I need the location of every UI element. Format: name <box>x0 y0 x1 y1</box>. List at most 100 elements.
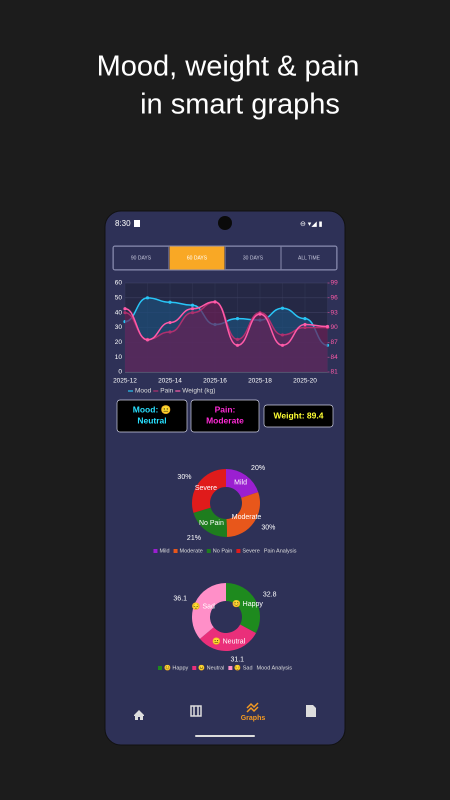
nav-graphs-icon[interactable] <box>246 702 259 713</box>
series-point <box>325 324 330 329</box>
y-tick-label: 40 <box>115 309 123 316</box>
pie-legend-label: 😔 Sad <box>234 664 252 671</box>
camera <box>218 216 232 230</box>
y-tick-label: 0 <box>118 369 122 376</box>
series-point <box>168 320 172 325</box>
x-tick-label: 2025-12 <box>113 378 137 385</box>
slice-label: 😐 Neutral <box>212 637 246 646</box>
pie-legend-swatch <box>228 666 233 670</box>
slice-label: Severe <box>195 485 217 492</box>
tab-label[interactable]: ALL TIME <box>298 255 321 261</box>
series-point <box>190 307 195 311</box>
nav-graphs-label[interactable]: Graphs <box>241 715 266 722</box>
slice-value: 31.1 <box>230 657 244 664</box>
x-tick-label: 2025-16 <box>203 378 227 385</box>
slice-value: 30% <box>261 524 275 531</box>
pie-legend-swatch <box>153 549 158 553</box>
pie-legend-title: Pain Analysis <box>264 548 297 554</box>
series-point <box>280 333 285 337</box>
slice-label: Mild <box>234 480 247 487</box>
stat-box <box>190 399 260 433</box>
y2-tick-label: 90 <box>331 324 339 331</box>
series-point <box>168 300 172 304</box>
series-point <box>258 312 262 316</box>
pie-legend-swatch <box>157 666 162 670</box>
series-point <box>235 337 240 341</box>
slice-label: 😊 Happy <box>232 599 263 608</box>
headline: in smart graphs <box>140 89 340 121</box>
legend-label: Mood <box>135 388 152 395</box>
series-point <box>123 311 127 315</box>
tab-label[interactable]: 30 DAYS <box>243 255 264 261</box>
series-point <box>168 330 172 334</box>
series-point <box>213 300 217 304</box>
nav-file[interactable] <box>306 705 316 717</box>
status-time: 8:30 <box>115 219 131 228</box>
pie-slice <box>191 469 226 513</box>
slice-value: 32.8 <box>263 592 277 599</box>
pie-legend-label: Mild <box>159 548 169 554</box>
series-line <box>124 301 328 347</box>
x-tick-label: 2025-18 <box>248 378 272 385</box>
series-point <box>303 317 307 321</box>
pie-legend-swatch <box>192 666 197 670</box>
series-point <box>280 306 285 310</box>
y2-tick-label: 81 <box>331 369 339 376</box>
nav-map[interactable] <box>190 705 202 717</box>
pie-slice <box>193 507 228 538</box>
series-point <box>190 303 195 307</box>
series-point <box>190 311 195 315</box>
slice-label: 😔 Sad <box>192 601 215 610</box>
legend-label: Pain <box>160 388 173 395</box>
slice-label: Moderate <box>232 514 262 521</box>
tab-label[interactable]: 90 DAYS <box>131 255 152 261</box>
y-tick-label: 20 <box>115 339 123 346</box>
series-point <box>145 296 150 300</box>
series-point <box>235 343 240 347</box>
y-tick-label: 30 <box>115 324 123 331</box>
slice-value: 20% <box>251 465 265 472</box>
y2-tick-label: 99 <box>331 280 339 287</box>
pie-legend-label: 😊 Happy <box>164 664 189 671</box>
pie-slice <box>226 469 259 498</box>
tab[interactable] <box>169 246 225 270</box>
pie-legend-swatch <box>173 549 178 553</box>
tab-bar <box>112 245 338 271</box>
pie-legend-swatch <box>236 549 241 553</box>
pie-legend-label: No Pain <box>213 548 233 554</box>
series-point <box>235 317 240 321</box>
slice-label: No Pain <box>199 520 224 527</box>
stat-text: Pain: Moderate <box>206 405 244 426</box>
pie-legend-label: Severe <box>242 548 259 554</box>
tab[interactable] <box>113 246 169 270</box>
y-tick-label: 50 <box>115 295 123 302</box>
pie-legend-title: Mood Analysis <box>257 665 293 671</box>
series-point <box>303 325 307 330</box>
nav-home[interactable] <box>134 710 144 720</box>
tab[interactable] <box>225 246 281 270</box>
pie-slice <box>226 583 260 634</box>
x-tick-label: 2025-20 <box>293 378 317 385</box>
y-tick-label: 60 <box>115 280 123 287</box>
pie-legend-label: Moderate <box>180 548 203 554</box>
pie-slice <box>191 583 226 639</box>
slice-value: 30% <box>177 474 191 481</box>
y2-tick-label: 96 <box>331 295 339 302</box>
x-tick-label: 2025-14 <box>158 378 182 385</box>
home-indicator <box>195 735 255 737</box>
headline: Mood, weight & pain <box>97 51 360 83</box>
y2-tick-label: 84 <box>331 354 339 361</box>
tab[interactable] <box>281 246 337 270</box>
stat-text: Mood: 😐 Neutral <box>133 405 171 426</box>
slice-value: 21% <box>187 535 201 542</box>
series-point <box>123 307 127 311</box>
slice-value: 36.1 <box>173 596 187 603</box>
y2-tick-label: 87 <box>331 339 339 346</box>
stat-box <box>263 404 334 428</box>
pie-slice <box>199 624 256 651</box>
stat-text: Weight: 89.4 <box>274 410 324 420</box>
status-icon <box>134 220 140 227</box>
stat-box <box>116 399 188 433</box>
tab-label[interactable]: 60 DAYS <box>187 255 208 261</box>
